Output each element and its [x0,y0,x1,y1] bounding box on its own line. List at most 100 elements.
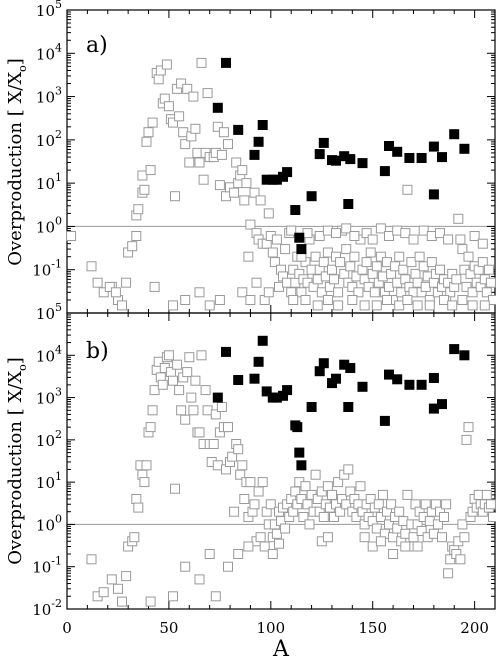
panel-a-open-point [402,184,413,195]
panel-a-filled-point [294,232,305,243]
panel-a-open-point [184,157,195,168]
panel-a-open-point [371,300,382,311]
panel-b-ylabel-sub: o [16,364,29,371]
panel-b-filled-point [294,447,305,458]
panel-b-filled-point [296,460,307,471]
panel-b-open-point [461,434,472,445]
panel-a-open-point [241,178,252,189]
panel-a-open-point [359,300,370,311]
panel-b-open-point [373,499,384,510]
panel-b-open-point [386,499,397,510]
panel-b-open-point [113,583,123,594]
panel-b-open-point [371,523,382,534]
panel-b-open-point [131,494,142,504]
panel-a-open-point [218,127,229,138]
panel-a-open-point [457,295,468,305]
panel-b-open-point [394,506,405,517]
panel-b-open-point [304,519,315,530]
panel-a-open-point [190,123,201,134]
panel-b-open-point [237,460,248,471]
panel-a-open-point [455,234,466,245]
panel-b-open-point [341,499,352,510]
panel-a-filled-point [318,137,329,148]
panel-a-ytick-label: 103 [36,85,62,107]
panel-b-open-point [488,512,496,522]
panel-b-open-point [267,549,278,559]
panel-a-filled-point [437,152,447,163]
panel-b-filled-point [233,375,244,385]
panel-b-open-point [194,427,205,438]
tick-labels: 10-1 100 101 102 103 104 105 105 10-2 10-1 100 101 1… [32,0,489,637]
panel-a-open-point [371,261,382,272]
panel-a-open-point [192,147,203,158]
panel-b-open-point [322,532,333,543]
panel-b-open-point [316,486,327,497]
panel-b-open-point [208,439,219,449]
panel-a-ytick-label: 104 [36,41,62,63]
panel-b-filled-point [292,422,303,433]
panel-b-open-point [392,523,403,534]
panel-a-ytick-label: 101 [36,171,62,193]
panel-a-open-point [333,300,344,311]
panel-a-open-point [382,295,392,305]
panel-b-open-point [133,502,144,513]
panel-a-filled-point [249,149,260,160]
panel-b-filled-point [449,344,460,355]
panel-a-open-point [245,219,256,230]
panel-a-filled-point [282,167,293,178]
panel-b-filled-point [306,402,317,412]
panel-a-open-point [263,287,274,298]
open-square-series [66,57,496,607]
panel-b-open-point [457,519,468,530]
panel-a-open-point [237,287,248,298]
panel-a-open-point [412,300,423,311]
panel-b-filled-point [392,374,403,385]
panel-a-filled-point [416,153,427,163]
panel-a-filled-point [212,102,223,113]
panel-b-filled-point [331,373,341,384]
panel-b-open-point [249,499,260,510]
panel-b-open-point [459,532,470,543]
panel-a-open-point [131,231,142,241]
panel-a-open-point [133,204,144,215]
panel-a-open-point [396,287,407,298]
panel-b-open-point [359,532,370,543]
panel-a-open-point [467,287,478,298]
panel-b-open-point [367,541,378,552]
panel-a-open-point [488,295,496,305]
panel-b-open-point [377,489,388,500]
panel-b-open-point [86,554,97,565]
panel-b-open-point [375,512,386,522]
panel-a-open-point [406,257,417,268]
panel-a-open-point [398,264,409,275]
x-tick-label: 0 [62,619,72,637]
panel-a-open-point [237,165,248,176]
panel-b-open-point [432,519,443,530]
panel-b-open-point [202,405,213,416]
panel-b-open-point [210,409,221,420]
panel-a-open-point [170,191,180,202]
panel-a-open-point [121,277,132,288]
panel-a-open-point [365,247,376,258]
panel-a-open-point [349,231,360,241]
panel-b-filled-point [221,346,231,357]
panel-a-open-point [443,234,454,245]
panel-a-ylabel-close: ] [5,58,26,65]
panel-b-ytick-label: 104 [36,343,62,365]
panel-a-open-point [202,88,213,99]
panel-a-open-point [127,241,138,252]
panel-b-open-point [188,405,199,416]
panel-a-open-point [139,184,150,195]
panel-b-ytick-label: 103 [36,386,62,408]
panel-a-open-point [400,228,411,239]
panel-b-ytick-label: 100 [36,512,62,534]
panel-a-open-point [194,157,205,168]
panel-b-ytick-label: 10-1 [32,555,62,577]
panel-a-open-point [363,281,374,292]
panel-a-open-point [467,300,478,311]
panel-a-open-point [477,238,488,249]
x-tick-label: 50 [159,619,178,637]
panel-a-open-point [117,300,127,311]
panel-b-open-point [163,350,174,361]
panel-b-open-point [441,499,452,510]
